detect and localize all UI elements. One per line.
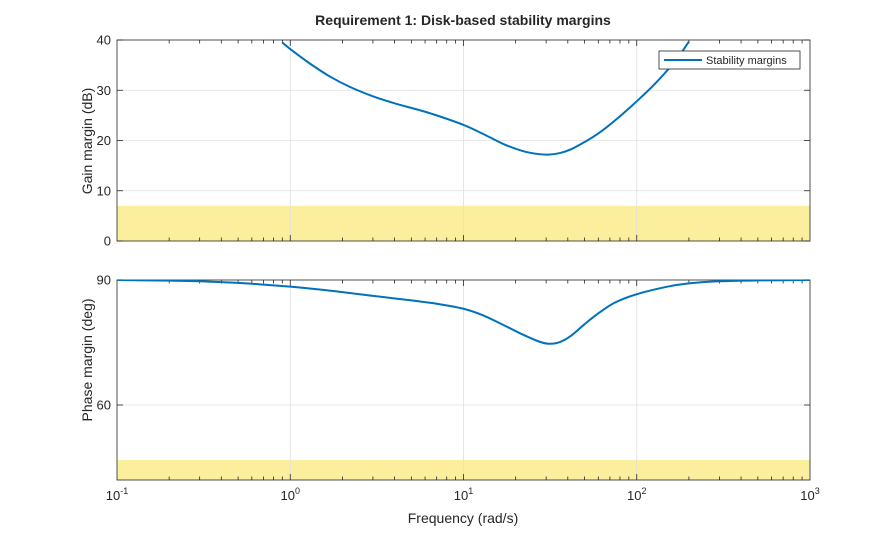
- gain-grid: [117, 40, 810, 241]
- phase-grid: [117, 280, 810, 480]
- legend-entry-label: Stability margins: [706, 55, 787, 67]
- x-tick-label: 101: [454, 486, 473, 503]
- x-tick-label: 102: [627, 486, 646, 503]
- gain-y-tick-label: 20: [97, 133, 111, 148]
- chart-title: Requirement 1: Disk-based stability marg…: [315, 12, 611, 28]
- gain-y-tick-label: 40: [97, 33, 111, 48]
- x-tick-label: 10-1: [106, 486, 128, 503]
- gain-x-ticks: [168, 40, 803, 241]
- phase-margin-y-label: Phase margin (deg): [79, 299, 95, 422]
- gain-margin-panel: 0 10 20 30 40 Stability margins: [97, 33, 811, 249]
- legend-box: [658, 50, 801, 70]
- gain-margin-y-label: Gain margin (dB): [79, 88, 95, 195]
- phase-y-tick-label: 60: [97, 398, 111, 413]
- phase-axes-frame: [116, 279, 811, 481]
- gain-y-tick-label: 0: [104, 234, 111, 249]
- gain-y-tick-label: 10: [97, 183, 111, 198]
- phase-series-line: [117, 280, 810, 345]
- frequency-x-label: Frequency (rad/s): [408, 510, 518, 526]
- gain-axes-frame: [116, 39, 811, 242]
- x-tick-label: 103: [800, 486, 819, 503]
- phase-margin-panel: 60 90 10-1 100 101 102 103: [97, 273, 820, 504]
- x-tick-label: 100: [281, 486, 300, 503]
- gain-series-line: [281, 40, 690, 156]
- gain-y-tick-label: 30: [97, 83, 111, 98]
- phase-x-ticks: [168, 280, 803, 480]
- phase-y-tick-label: 90: [97, 273, 111, 288]
- legend: Stability margins: [658, 50, 801, 70]
